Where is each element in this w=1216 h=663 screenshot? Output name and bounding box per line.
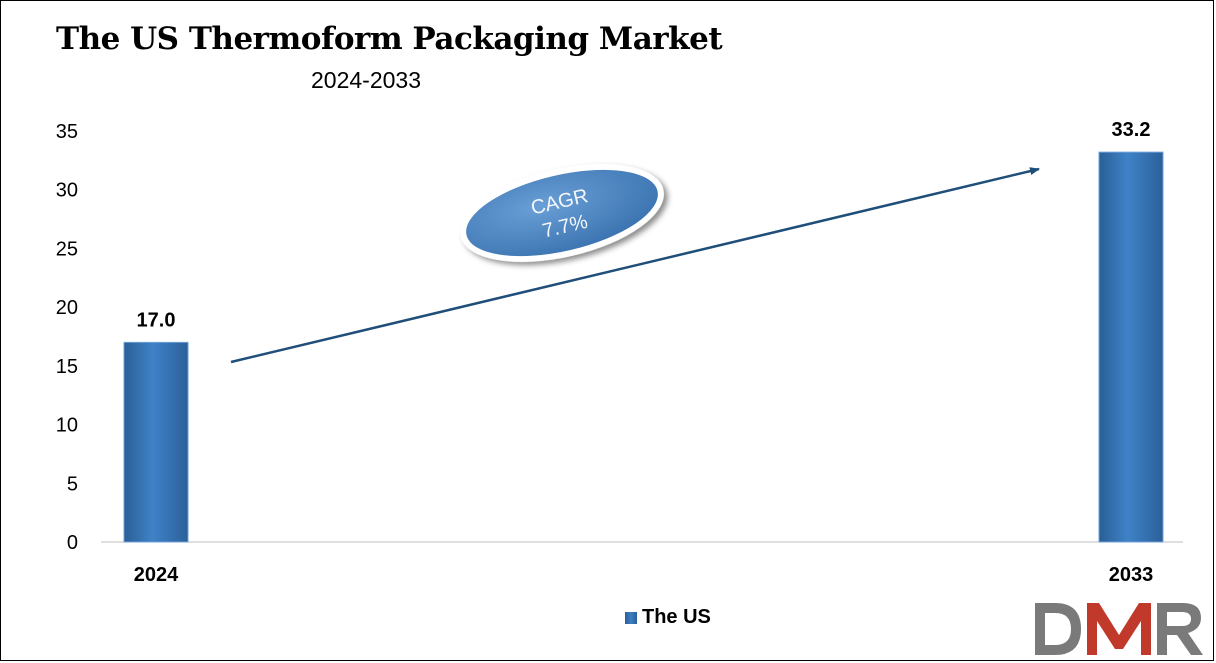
y-tick-label: 30 xyxy=(56,180,78,202)
y-tick-label: 25 xyxy=(56,238,78,260)
y-tick-label: 5 xyxy=(67,473,78,495)
y-tick-label: 0 xyxy=(67,532,78,554)
y-tick-label: 35 xyxy=(56,121,78,143)
bar-2033 xyxy=(1098,151,1164,543)
x-tick-label-2024: 2024 xyxy=(134,564,179,586)
chart-title: The US Thermoform Packaging Market xyxy=(56,21,723,57)
legend-label: The US xyxy=(642,606,711,628)
x-tick-label-2033: 2033 xyxy=(1109,564,1154,586)
y-tick-label: 20 xyxy=(56,297,78,319)
chart-subtitle: 2024-2033 xyxy=(311,67,421,93)
y-tick-label: 15 xyxy=(56,356,78,378)
growth-arrow xyxy=(230,167,1040,364)
bar-2024 xyxy=(123,341,189,543)
legend: The US xyxy=(625,606,711,629)
y-tick-label: 10 xyxy=(56,415,78,437)
data-label-2033: 33.2 xyxy=(1112,119,1151,141)
dmr-logo xyxy=(1035,603,1203,655)
data-label-2024: 17.0 xyxy=(137,309,176,331)
cagr-badge: CAGR 7.7% xyxy=(460,164,664,262)
legend-swatch xyxy=(625,611,637,624)
